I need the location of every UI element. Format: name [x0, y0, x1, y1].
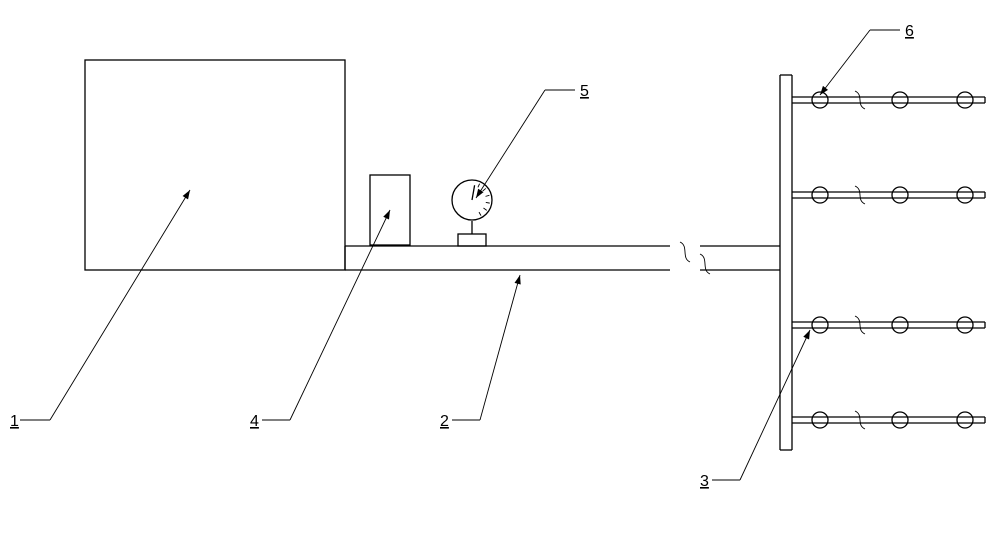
- nozzle: [812, 187, 828, 203]
- nozzle: [812, 412, 828, 428]
- label-4: 4: [250, 413, 259, 430]
- label-6: 6: [905, 23, 914, 40]
- label-2: 2: [440, 413, 449, 430]
- nozzle: [892, 187, 908, 203]
- nozzle: [892, 412, 908, 428]
- nozzle: [957, 187, 973, 203]
- nozzle: [957, 317, 973, 333]
- label-1: 1: [10, 413, 19, 430]
- label-3: 3: [700, 473, 709, 490]
- nozzle: [892, 92, 908, 108]
- nozzle: [812, 317, 828, 333]
- nozzle: [892, 317, 908, 333]
- label-5: 5: [580, 83, 589, 100]
- nozzle: [957, 412, 973, 428]
- nozzle: [957, 92, 973, 108]
